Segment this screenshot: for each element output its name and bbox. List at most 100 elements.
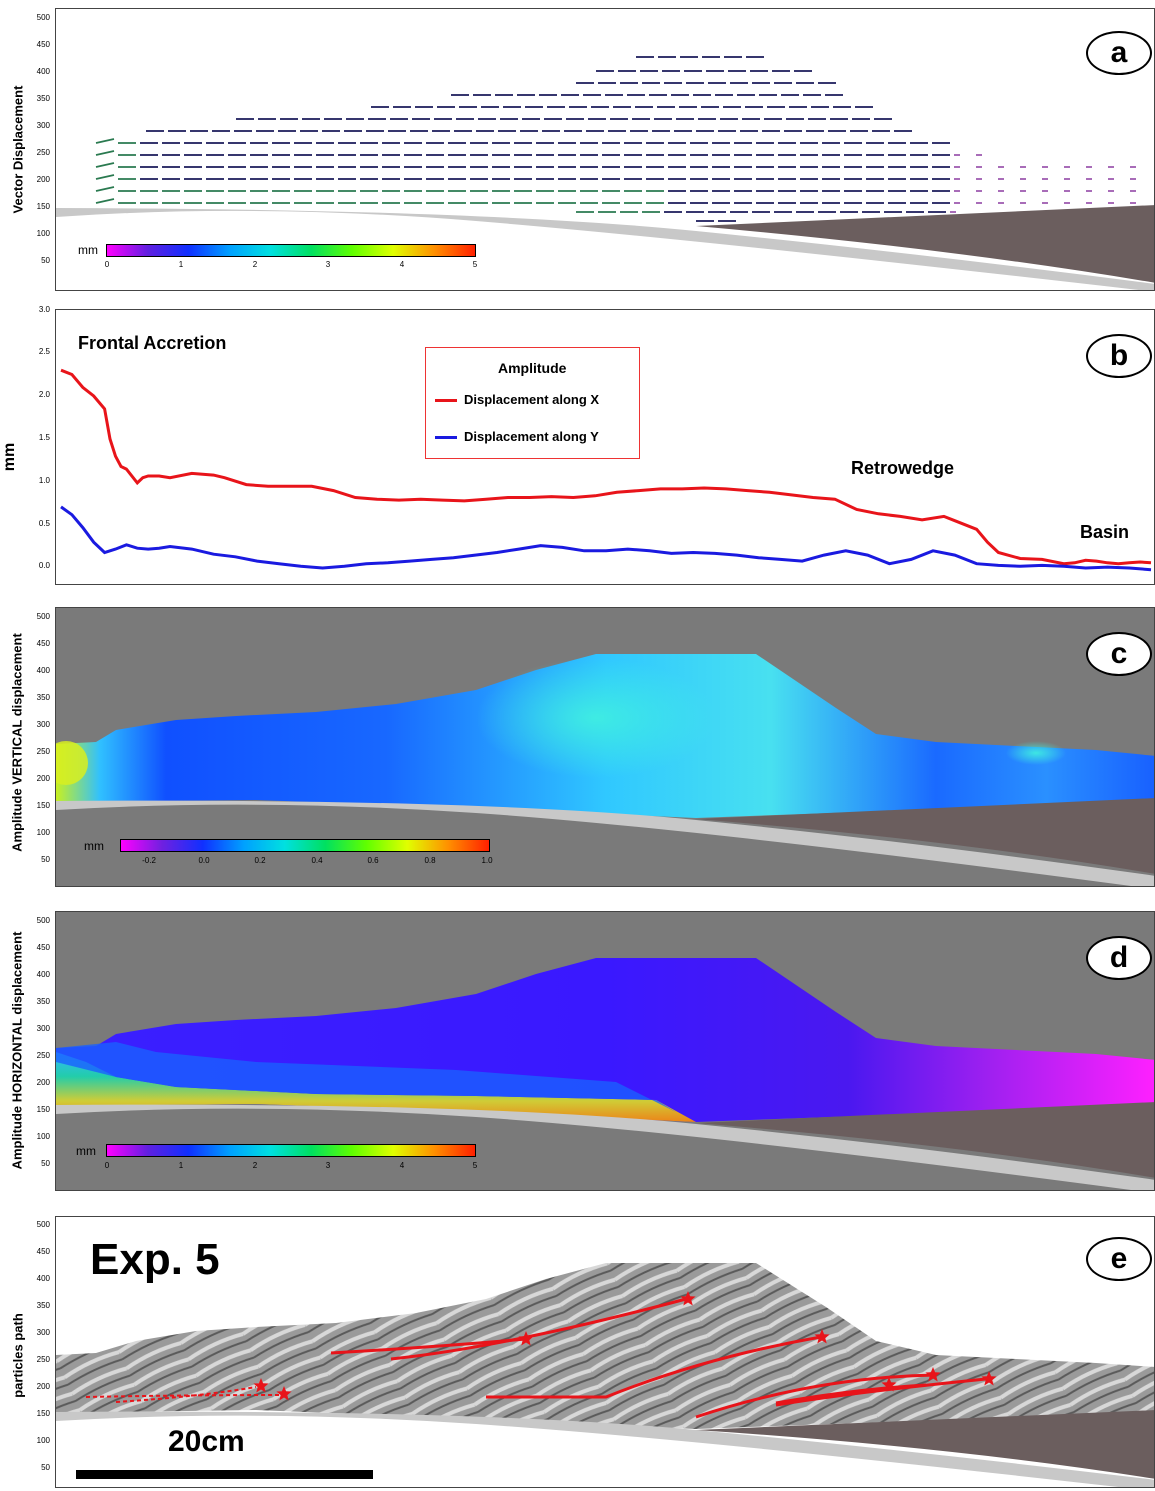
basement-block: [696, 798, 1154, 874]
basement-block: [696, 1410, 1154, 1479]
colorbar-tick: 0.6: [367, 856, 379, 865]
y-tick: 50: [41, 1159, 50, 1168]
y-tick: 500: [36, 13, 50, 22]
panel-badge: a: [1086, 31, 1152, 75]
substrate-band: [56, 800, 1154, 886]
panel-badge: d: [1086, 936, 1152, 980]
basement-block: [696, 205, 1154, 283]
colorbar-tick: 5: [472, 1161, 478, 1170]
y-tick: 250: [36, 148, 50, 157]
legend-swatch-y: [435, 436, 457, 439]
y-tick: 500: [36, 1220, 50, 1229]
star-marker: [814, 1329, 830, 1344]
y-tick: 100: [36, 828, 50, 837]
y-tick: 500: [36, 916, 50, 925]
colorbar-unit: mm: [84, 839, 104, 853]
star-marker: [518, 1331, 534, 1346]
y-tick: 200: [36, 1382, 50, 1391]
colorbar-tick: 2: [252, 1161, 258, 1170]
y-tick: 300: [36, 1328, 50, 1337]
particle-path: [115, 1386, 257, 1403]
colorbar-tick: 0.0: [198, 856, 210, 865]
y-tick: 500: [36, 612, 50, 621]
y-tick: 100: [36, 1436, 50, 1445]
series-line-x: [60, 368, 1152, 566]
annotation-frontal-accretion: Frontal Accretion: [78, 333, 227, 353]
panel-b: Frontal Accretion Retrowedge Basin Ampli…: [55, 309, 1155, 585]
y-tick: 350: [36, 94, 50, 103]
colorbar-tick: 3: [325, 1161, 331, 1170]
vector-field: [95, 56, 1136, 222]
substrate-layer: [56, 206, 1154, 290]
star-marker: [981, 1371, 997, 1386]
displacement-vector: [95, 150, 115, 156]
y-tick: 0.0: [38, 561, 50, 570]
colorbar-tick: 0.4: [311, 856, 323, 865]
high-anomaly: [56, 741, 88, 785]
y-tick: 2.0: [38, 390, 50, 399]
y-tick: 450: [36, 943, 50, 952]
line-chart: [60, 368, 1152, 572]
y-tick: 300: [36, 720, 50, 729]
y-tick: 0.5: [38, 519, 50, 528]
y-tick: 450: [36, 40, 50, 49]
star-marker: [276, 1386, 292, 1401]
y-tick: 150: [36, 801, 50, 810]
y-tick: 400: [36, 1274, 50, 1283]
colorbar-tick: 4: [399, 1161, 405, 1170]
panel-a-canvas: [56, 56, 1154, 290]
colorbar-tick: 1.0: [481, 856, 493, 865]
displacement-vector: [95, 186, 115, 192]
y-axis-label: Amplitude HORIZONTAL displacement: [9, 931, 25, 1170]
y-tick: 400: [36, 970, 50, 979]
colorbar-tick: 1: [178, 260, 184, 269]
high-anomaly: [1006, 741, 1066, 765]
y-tick: 250: [36, 747, 50, 756]
legend-swatch-x: [435, 399, 457, 402]
y-tick: 200: [36, 175, 50, 184]
colorbar-tick: 0: [104, 260, 110, 269]
colorbar-unit: mm: [76, 1144, 96, 1158]
panel-d: mm 0 1 2 3 4 5 d: [55, 911, 1155, 1191]
substrate-band: [56, 1411, 1154, 1487]
chart-legend: Amplitude Displacement along X Displacem…: [425, 347, 640, 459]
panel-badge: b: [1086, 334, 1152, 378]
star-marker: [881, 1377, 897, 1392]
legend-title: Amplitude: [498, 360, 567, 376]
y-tick: 300: [36, 1024, 50, 1033]
y-tick: 100: [36, 1132, 50, 1141]
colorbar-tick: 2: [252, 260, 258, 269]
y-tick: 450: [36, 639, 50, 648]
panel-badge: e: [1086, 1237, 1152, 1281]
panel-e: Exp. 5 20cm e: [55, 1216, 1155, 1488]
y-tick: 1.0: [38, 476, 50, 485]
y-tick: 250: [36, 1355, 50, 1364]
y-tick: 400: [36, 67, 50, 76]
y-tick: 150: [36, 202, 50, 211]
y-tick: 200: [36, 774, 50, 783]
particle-path: [775, 1377, 987, 1407]
legend-item-x: Displacement along X: [464, 392, 600, 407]
panel-c: mm -0.2 0.0 0.2 0.4 0.6 0.8 1.0 c: [55, 607, 1155, 887]
particle-path: [775, 1383, 927, 1405]
colorbar-tick: 0.8: [424, 856, 436, 865]
displacement-vector: [95, 174, 115, 180]
y-tick: 2.5: [38, 347, 50, 356]
substrate-band: [56, 1104, 1154, 1190]
colorbar: [106, 244, 476, 257]
star-marker: [925, 1367, 941, 1382]
y-tick: 350: [36, 1301, 50, 1310]
colorbar: [120, 839, 490, 852]
particle-path: [695, 1373, 937, 1419]
colorbar-tick: 0.2: [254, 856, 266, 865]
colorbar: [106, 1144, 476, 1157]
colorbar-unit: mm: [78, 243, 98, 257]
panel-c-canvas: [56, 654, 1154, 886]
y-tick: 150: [36, 1105, 50, 1114]
y-tick: 250: [36, 1051, 50, 1060]
y-tick: 1.5: [38, 433, 50, 442]
panel-a: mm 0 1 2 3 4 5 a: [55, 8, 1155, 291]
y-tick: 450: [36, 1247, 50, 1256]
y-tick: 3.0: [38, 305, 50, 314]
star-marker: [253, 1378, 269, 1393]
